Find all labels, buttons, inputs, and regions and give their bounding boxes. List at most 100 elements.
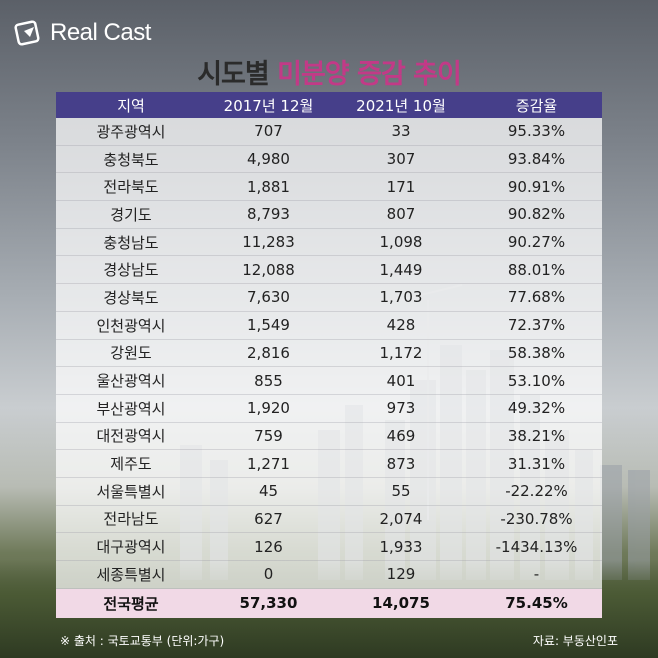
cell-2017-dec: 11,283 [242,233,295,252]
cell-2017-dec: 855 [254,371,283,390]
cell-2021-oct: 1,703 [379,288,423,307]
total-cell-2021-oct: 14,075 [372,594,430,613]
cell-2021-oct: 171 [386,177,416,196]
cell-region: 충청남도 [103,233,159,252]
cell-change-rate: 31.31% [507,454,566,473]
cell-2017-dec: 1,920 [247,399,290,418]
brand-name: Real Cast [50,19,151,46]
cell-region: 광주광역시 [96,122,166,141]
cell-change-rate: 72.37% [507,316,566,335]
cell-region: 전라남도 [103,510,159,529]
table-header: 지역 2017년 12월 2021년 10월 증감율 [56,92,602,118]
cell-region: 부산광역시 [96,399,166,418]
table-row: 충청남도 11,283 1,098 90.27% [56,229,602,257]
cell-change-rate: 90.82% [507,205,566,224]
cell-2017-dec: 2,816 [247,343,290,362]
cell-2017-dec: 1,881 [247,177,290,196]
cell-2017-dec: 45 [258,482,279,501]
header-region: 지역 [117,96,145,115]
cell-change-rate: 95.33% [507,122,566,141]
cell-2017-dec: 1,549 [247,316,290,335]
cell-change-rate: 38.21% [507,426,566,445]
cell-2017-dec: 0 [263,565,274,584]
cell-region: 세종특별시 [96,565,166,584]
title-prefix: 시도별 [197,59,270,90]
cell-2021-oct: 129 [386,565,416,584]
table-row: 전라남도 627 2,074 -230.78% [56,506,602,534]
cell-2021-oct: 1,172 [379,343,423,362]
cell-2021-oct: 2,074 [379,509,423,528]
cell-region: 제주도 [110,455,152,474]
cell-change-rate: 93.84% [507,150,566,169]
cell-change-rate: 77.68% [507,288,566,307]
table-row: 부산광역시 1,920 973 49.32% [56,395,602,423]
cell-change-rate: -22.22% [505,482,568,501]
cell-2017-dec: 759 [254,426,283,445]
cell-region: 인천광역시 [96,316,166,335]
cell-2017-dec: 7,630 [247,288,290,307]
cell-change-rate: 90.91% [507,177,566,196]
cell-change-rate: 88.01% [507,260,566,279]
cell-2021-oct: 428 [386,316,416,335]
cell-2021-oct: 33 [391,122,411,141]
cell-region: 경상북도 [103,288,159,307]
table-row: 전라북도 1,881 171 90.91% [56,173,602,202]
cell-region: 대전광역시 [96,427,166,446]
cell-region: 서울특별시 [96,482,166,501]
table-row: 서울특별시 45 55 -22.22% [56,478,602,506]
table-body: 광주광역시 707 33 95.33% 충청북도 4,980 307 93.84% 전라북도 1,… [56,118,602,618]
cell-region: 경상남도 [103,261,159,280]
table-row: 대전광역시 759 469 38.21% [56,423,602,451]
source-note: ※ 출처 : 국토교통부 (단위:가구) [60,634,225,648]
total-cell-2017-dec: 57,330 [239,594,298,613]
data-credit: 자료: 부동산인포 [532,634,618,648]
cell-region: 대구광역시 [96,538,166,557]
cell-region: 경기도 [110,205,152,224]
table-row: 광주광역시 707 33 95.33% [56,118,602,146]
cell-change-rate: -1434.13% [495,537,578,556]
title-highlight: 미분양 증감 추이 [277,59,462,90]
total-cell-change-rate: 75.45% [505,594,568,613]
cell-region: 전라북도 [103,178,159,197]
cell-change-rate: 90.27% [507,233,566,252]
table-row: 대구광역시 126 1,933 -1434.13% [56,533,602,561]
cell-2021-oct: 469 [386,426,416,445]
table-row: 경상남도 12,088 1,449 88.01% [56,256,602,285]
cell-2017-dec: 126 [254,537,283,556]
table-row: 경기도 8,793 807 90.82% [56,201,602,229]
cell-change-rate: 49.32% [507,399,566,418]
cell-2021-oct: 1,098 [379,233,423,252]
cell-2021-oct: 401 [386,371,416,390]
header-2021-oct: 2021년 10월 [356,96,446,115]
table-row: 제주도 1,271 873 31.31% [56,450,602,478]
cell-change-rate: 58.38% [507,343,566,362]
table-row: 경상북도 7,630 1,703 77.68% [56,284,602,312]
cell-change-rate: 53.10% [507,371,566,390]
cell-2021-oct: 973 [386,399,416,418]
table-row: 충청북도 4,980 307 93.84% [56,146,602,174]
table-row: 강원도 2,816 1,172 58.38% [56,340,602,368]
table-row: 인천광역시 1,549 428 72.37% [56,312,602,340]
cell-2017-dec: 4,980 [247,150,290,169]
cell-2017-dec: 707 [254,122,283,141]
total-cell-region: 전국평균 [103,594,159,613]
cell-2021-oct: 873 [386,454,416,473]
cell-2021-oct: 307 [386,150,416,169]
chart-title: 시도별 미분양 증감 추이 [0,52,658,91]
data-table: 지역 2017년 12월 2021년 10월 증감율 광주광역시 707 33 95.… [56,92,602,618]
real-cast-logo-icon [14,20,40,46]
cell-2017-dec: 12,088 [242,260,295,279]
cell-2021-oct: 1,933 [379,537,423,556]
cell-change-rate: -230.78% [500,509,573,528]
cell-2021-oct: 807 [386,205,416,224]
table-row: 울산광역시 855 401 53.10% [56,367,602,395]
cell-2021-oct: 55 [391,482,411,501]
cell-region: 울산광역시 [96,372,166,391]
cell-2021-oct: 1,449 [379,260,423,279]
cell-2017-dec: 1,271 [247,454,290,473]
cell-region: 강원도 [110,344,152,363]
header-change-rate: 증감율 [515,96,558,115]
cell-2017-dec: 627 [254,509,283,528]
cell-2017-dec: 8,793 [247,205,290,224]
header-2017-dec: 2017년 12월 [223,96,314,115]
